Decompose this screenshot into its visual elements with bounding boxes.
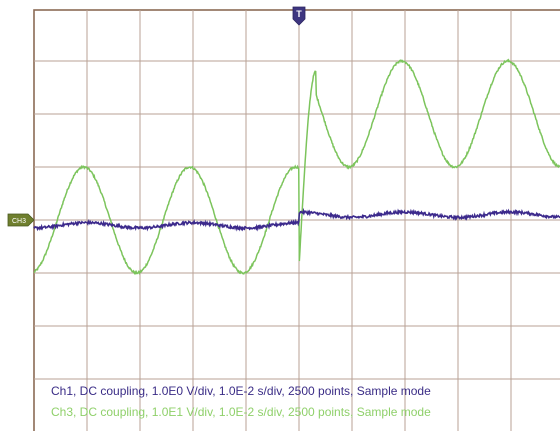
channel-marker: CH3 xyxy=(7,213,35,227)
waveform-traces xyxy=(33,58,560,275)
graticule-grid xyxy=(33,9,560,431)
ch1-settings-text: Ch1, DC coupling, 1.0E0 V/div, 1.0E-2 s/… xyxy=(51,384,431,398)
trigger-marker: T xyxy=(292,6,306,26)
trigger-marker-shape xyxy=(292,6,306,26)
ch3-waveform xyxy=(33,58,560,275)
ch1-waveform xyxy=(33,207,560,232)
scope-markers: T CH3 xyxy=(7,6,306,227)
channel-marker-label: CH3 xyxy=(12,218,26,225)
ch3-settings-text: Ch3, DC coupling, 1.0E1 V/div, 1.0E-2 s/… xyxy=(51,405,431,419)
trigger-marker-label: T xyxy=(296,9,302,19)
channel-marker-shape xyxy=(7,213,35,227)
